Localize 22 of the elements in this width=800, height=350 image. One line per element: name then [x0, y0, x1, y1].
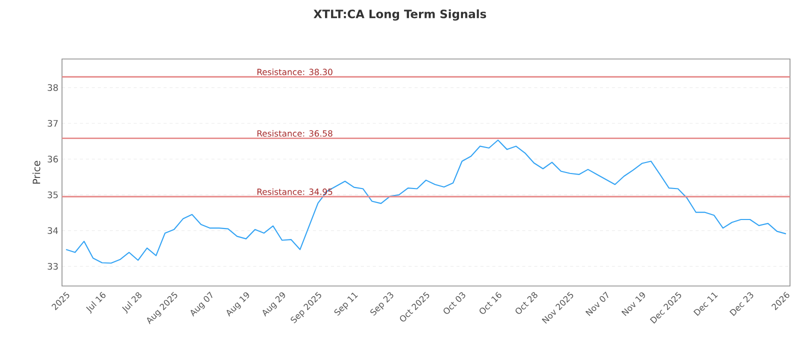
x-tick-label: Nov 07 [585, 292, 608, 316]
line-series [66, 140, 787, 264]
chart-title: XTLT:CA Long Term Signals [314, 9, 486, 21]
y-tick-label: 37 [48, 120, 58, 127]
x-tick-label: Dec 11 [693, 292, 718, 316]
y-tick-label: 36 [48, 156, 58, 162]
x-tick-label: Oct 28 [516, 292, 538, 314]
y-tick-label: 35 [48, 191, 58, 198]
x-tick-label: Nov 19 [621, 292, 645, 316]
y-tick-label: 33 [48, 262, 58, 270]
ref-line-label: Resistance: 38.30 [257, 68, 332, 76]
x-tick-label: Sep 11 [334, 292, 358, 316]
y-tick-label: 38 [48, 84, 58, 91]
y-axis-title: Price [32, 160, 40, 184]
ref-line-label: Resistance: 36.58 [257, 130, 332, 137]
x-tick-label: Oct 16 [480, 292, 502, 314]
x-tick-label: Jul 16 [86, 292, 106, 314]
x-tick-label: Dec 23 [730, 292, 754, 316]
x-tick-label: Sep 23 [370, 292, 394, 316]
y-tick-label: 34 [48, 227, 58, 234]
x-tick-label: Oct 03 [444, 292, 466, 314]
x-tick-label: Jul 28 [122, 292, 142, 314]
